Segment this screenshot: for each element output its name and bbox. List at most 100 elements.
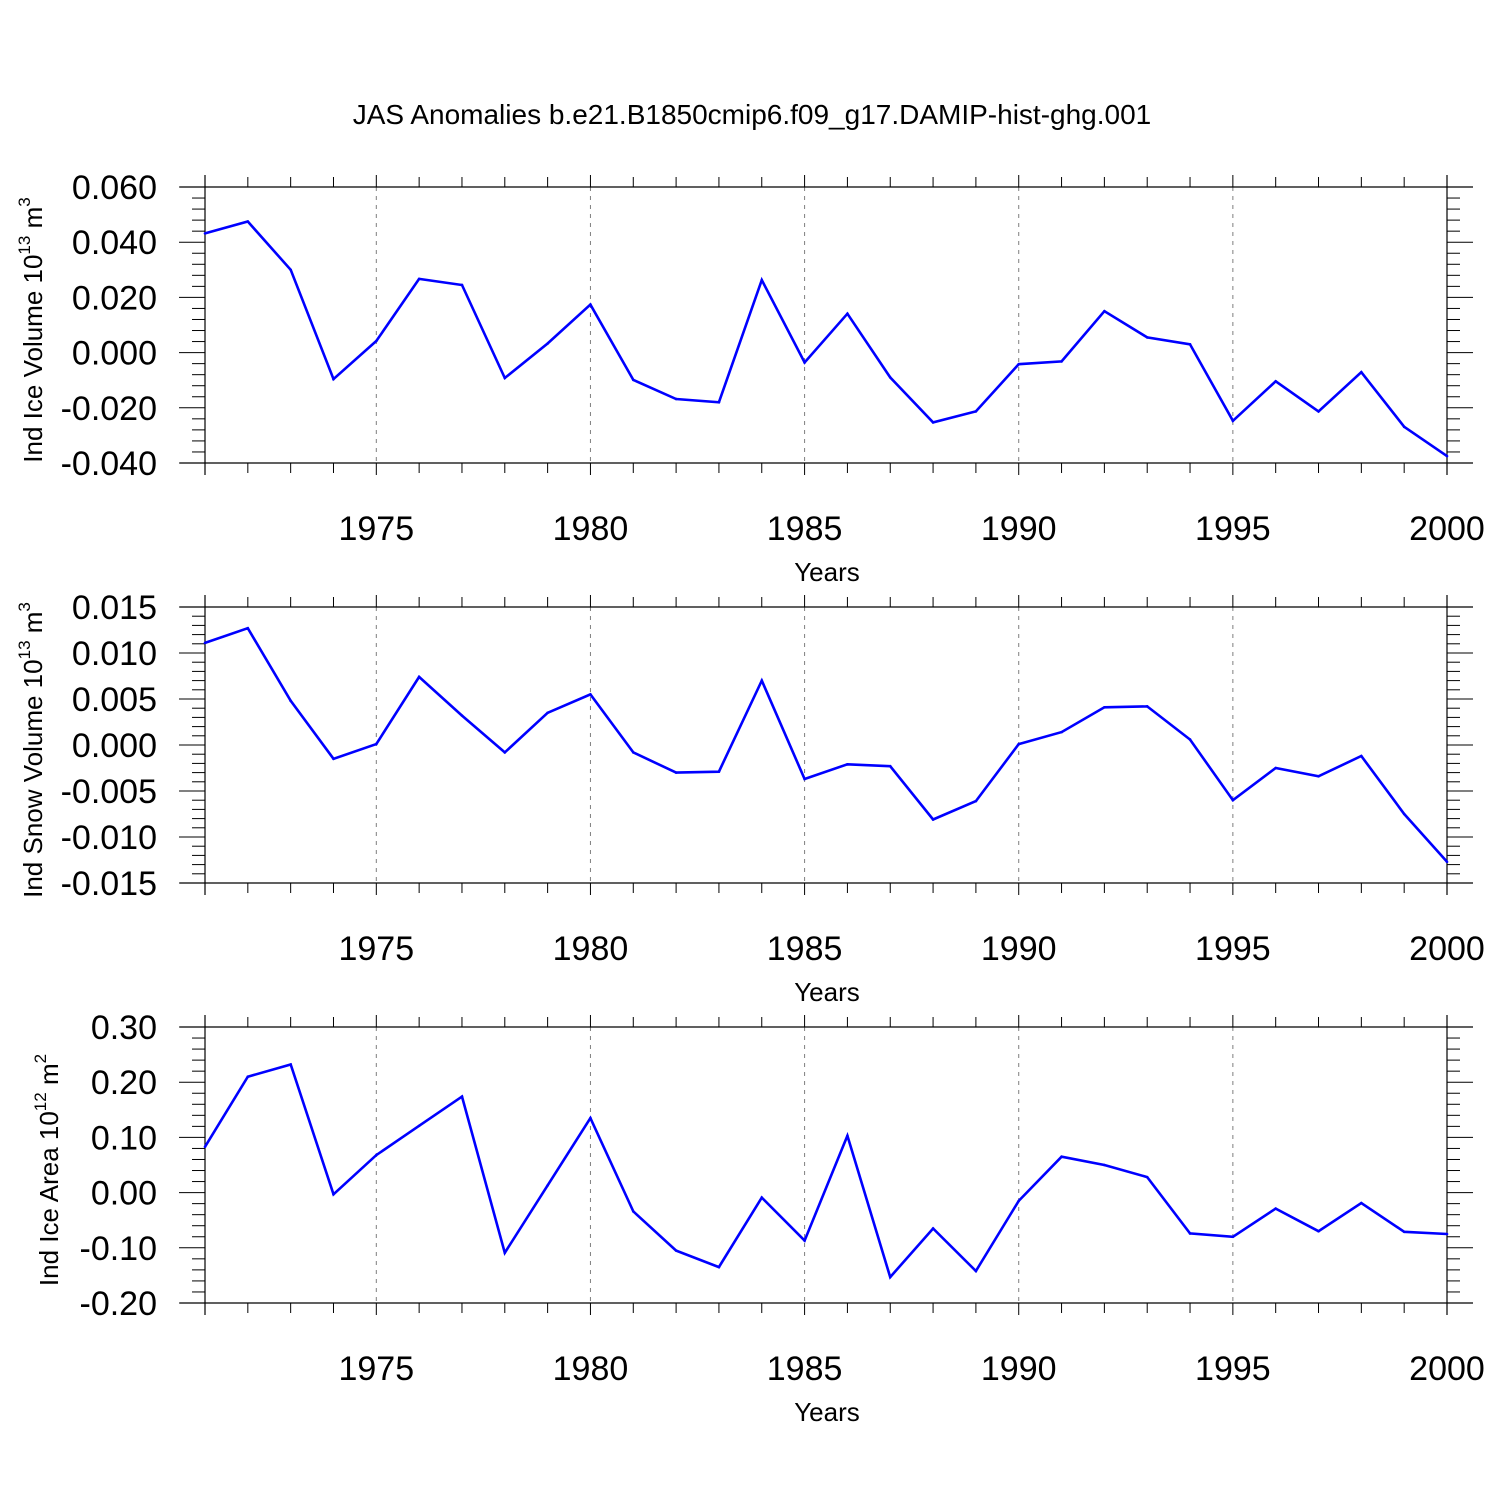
x-tick-label: 2000: [1409, 930, 1485, 968]
data-point: [1402, 425, 1406, 429]
x-tick-label: 1975: [338, 930, 414, 968]
data-point: [203, 1145, 207, 1149]
data-point: [1402, 1230, 1406, 1234]
y-tick-label: 0.010: [72, 635, 157, 673]
x-axis-label: Years: [794, 557, 860, 587]
data-point: [289, 268, 292, 272]
series-line: [204, 220, 1448, 458]
data-point: [460, 1095, 464, 1098]
series-line: [204, 626, 1448, 863]
data-point: [1360, 754, 1363, 758]
data-point: [460, 283, 464, 287]
data-point: [546, 1184, 549, 1187]
data-point: [674, 1249, 678, 1252]
x-tick-label: 1980: [553, 1350, 629, 1388]
y-axis-label-unit-exponent: 3: [15, 602, 34, 611]
data-point: [888, 376, 892, 379]
x-tick-label: 1990: [981, 510, 1057, 548]
x-tick-label: 1985: [767, 510, 843, 548]
data-point: [803, 777, 806, 781]
data-point: [846, 1134, 849, 1138]
y-tick-label: 0.040: [72, 224, 157, 262]
data-point: [503, 751, 507, 754]
y-tick-label: 0.000: [72, 335, 157, 373]
data-point: [760, 1196, 764, 1199]
data-point: [503, 1251, 507, 1255]
data-point: [803, 361, 806, 364]
data-point: [375, 1153, 378, 1157]
y-tick-label: 0.30: [91, 1009, 157, 1047]
data-point: [974, 799, 978, 803]
data-point: [1360, 370, 1363, 374]
y-axis-label-unit: m: [18, 207, 48, 236]
y-tick-label: 0.10: [91, 1119, 157, 1157]
y-tick-label: -0.005: [61, 773, 157, 811]
data-point: [1060, 1155, 1063, 1159]
data-point: [332, 757, 335, 761]
y-tick-label: 0.005: [72, 681, 157, 719]
data-point: [631, 751, 635, 754]
x-tick-label: 2000: [1409, 1350, 1485, 1388]
y-axis-label: Ind Ice Volume 1013 m3: [15, 197, 48, 462]
data-point: [760, 679, 764, 682]
y-axis-label-exponent: 12: [31, 1092, 50, 1111]
data-point: [1231, 798, 1235, 802]
data-point: [1017, 1199, 1021, 1203]
data-point: [289, 699, 292, 703]
data-point: [931, 421, 935, 424]
data-point: [246, 220, 250, 223]
y-axis-label-main: Ind Ice Area 10: [34, 1111, 64, 1286]
data-point: [1188, 1232, 1192, 1235]
data-point: [1402, 812, 1406, 816]
data-point: [717, 770, 721, 773]
data-point: [1145, 705, 1149, 708]
data-point: [1188, 343, 1192, 346]
data-point: [203, 641, 207, 645]
y-axis-label-main: Ind Snow Volume 10: [18, 659, 48, 898]
y-axis-label-unit-exponent: 3: [15, 197, 34, 206]
data-point: [1231, 419, 1235, 423]
y-tick-label: -0.040: [61, 445, 157, 483]
x-tick-label: 1985: [767, 1350, 843, 1388]
data-point: [332, 377, 335, 381]
data-point: [846, 312, 849, 315]
x-tick-label: 1975: [338, 510, 414, 548]
x-tick-label: 1990: [981, 1350, 1057, 1388]
x-tick-label: 1980: [553, 510, 629, 548]
x-tick-label: 2000: [1409, 510, 1485, 548]
y-tick-label: -0.020: [61, 390, 157, 428]
figure-title: JAS Anomalies b.e21.B1850cmip6.f09_g17.D…: [353, 99, 1151, 130]
data-point: [1274, 380, 1277, 383]
data-point: [1274, 1207, 1277, 1210]
data-point: [1188, 738, 1192, 741]
x-tick-label: 1985: [767, 930, 843, 968]
y-tick-label: 0.20: [91, 1064, 157, 1102]
data-point: [1145, 1175, 1149, 1179]
y-tick-label: -0.10: [80, 1230, 158, 1268]
y-tick-label: 0.020: [72, 279, 157, 317]
data-point: [1145, 336, 1149, 339]
x-axis-label: Years: [794, 977, 860, 1007]
data-point: [674, 397, 678, 401]
data-point: [289, 1063, 292, 1066]
data-point: [974, 410, 978, 413]
data-point: [1017, 362, 1021, 366]
x-axis-label: Years: [794, 1397, 860, 1427]
data-point: [460, 714, 464, 717]
data-point: [375, 339, 378, 343]
y-tick-label: -0.20: [80, 1285, 158, 1323]
x-tick-label: 1995: [1195, 510, 1271, 548]
x-tick-label: 1995: [1195, 1350, 1271, 1388]
data-point: [589, 1116, 592, 1120]
x-tick-label: 1980: [553, 930, 629, 968]
data-point: [1103, 309, 1106, 313]
y-tick-label: -0.010: [61, 819, 157, 857]
data-point: [1445, 860, 1449, 864]
y-axis-label-unit: m: [18, 612, 48, 641]
data-point: [503, 376, 507, 380]
data-point: [417, 675, 421, 679]
data-point: [417, 1124, 421, 1128]
data-point: [1060, 360, 1063, 363]
data-point: [717, 400, 721, 404]
